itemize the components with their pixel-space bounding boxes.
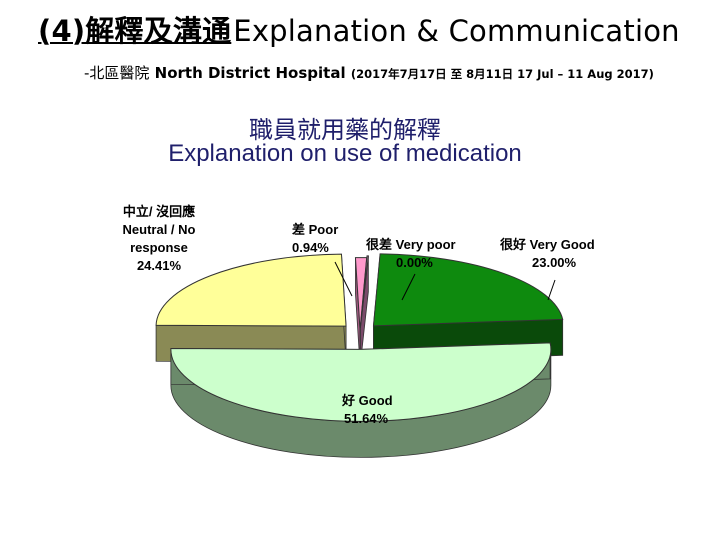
chart-title: 職員就用藥的解釋 xyxy=(249,116,441,144)
chart-subtitle: Explanation on use of medication xyxy=(168,140,522,167)
subtitle-dates: (2017年7月17日 至 8月11日 17 Jul – 11 Aug 2017… xyxy=(350,67,654,81)
label-very-good: 很好 Very Good 23.00% xyxy=(500,237,595,270)
label-very-poor: 很差 Very poor 0.00% xyxy=(366,237,456,270)
title-english: Explanation & Communication xyxy=(233,14,680,48)
page-subtitle: -北區醫院 North District Hospital (2017年7月17… xyxy=(84,62,654,83)
subtitle-hospital: North District Hospital xyxy=(154,64,346,82)
label-poor: 差 Poor 0.94% xyxy=(292,222,339,255)
leader-line xyxy=(547,279,556,301)
leader-line xyxy=(334,261,353,297)
leader-line xyxy=(401,273,416,301)
slice-good xyxy=(170,342,552,458)
title-chinese: (4)解釋及溝通 xyxy=(38,14,232,48)
label-neutral: 中立/ 沒回應 Neutral / No response 24.41% xyxy=(122,204,196,273)
label-good: 好 Good 51.64% xyxy=(342,393,393,426)
slice-very-poor xyxy=(359,255,369,364)
subtitle-chinese: -北區醫院 xyxy=(84,64,150,82)
page-title: (4)解釋及溝通Explanation & Communication xyxy=(38,8,680,50)
